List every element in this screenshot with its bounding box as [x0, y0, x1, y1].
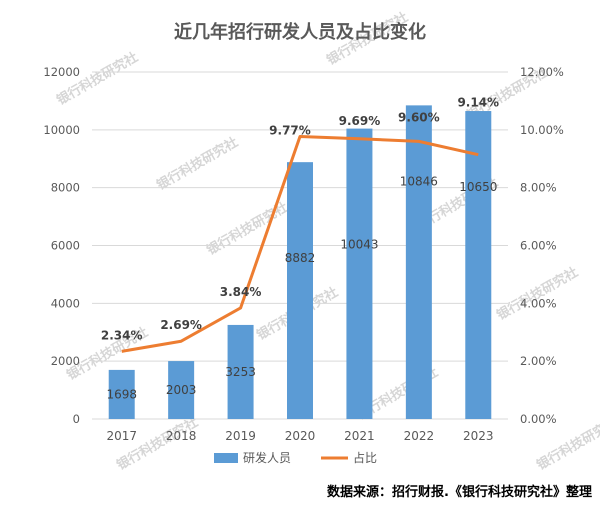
bar-2021 — [346, 128, 373, 420]
legend-line-label: 占比 — [353, 450, 377, 465]
right-axis-tick-label: 8.00% — [520, 181, 557, 195]
left-axis-tick-label: 4000 — [51, 296, 80, 310]
bar-value-label: 10650 — [459, 180, 497, 194]
bar-value-label: 10043 — [340, 238, 378, 252]
watermark-text: 银行科技研究社 — [204, 199, 291, 258]
chart-title: 近几年招行研发人员及占比变化 — [174, 21, 426, 43]
right-axis-tick-label: 6.00% — [520, 239, 557, 253]
x-axis-tick-label: 2018 — [166, 429, 197, 443]
left-axis-tick-label: 6000 — [51, 239, 80, 253]
left-axis-tick-label: 10000 — [43, 123, 80, 137]
line-value-label: 3.84% — [220, 285, 262, 299]
legend: 研发人员 占比 — [214, 450, 377, 465]
bar-value-label: 3253 — [225, 365, 256, 379]
watermark-text: 银行科技研究社 — [114, 414, 201, 473]
watermark-text: 银行科技研究社 — [154, 134, 241, 193]
bar-value-label: 8882 — [285, 251, 316, 265]
line-value-label: 9.60% — [398, 110, 440, 124]
bar-value-label: 2003 — [166, 383, 197, 397]
watermark-text: 银行科技研究社 — [494, 264, 581, 323]
left-axis-tick-label: 12000 — [43, 65, 80, 79]
legend-bar-label: 研发人员 — [243, 450, 291, 465]
bar-series — [108, 105, 492, 420]
line-value-label: 9.14% — [457, 96, 499, 110]
right-axis-tick-label: 0.00% — [520, 412, 557, 426]
bar-2022 — [405, 105, 432, 419]
source-note: 数据来源：招行财报.《银行科技研究社》整理 — [327, 484, 592, 500]
line-value-label: 2.69% — [160, 318, 202, 332]
right-axis-tick-label: 10.00% — [520, 123, 564, 137]
x-axis-tick-label: 2019 — [225, 429, 256, 443]
right-axis-tick-label: 2.00% — [520, 354, 557, 368]
bar-value-label: 1698 — [106, 387, 137, 401]
x-axis-tick-label: 2017 — [106, 429, 137, 443]
right-axis-tick-label: 4.00% — [520, 296, 557, 310]
x-axis-ticks: 2017 2018 2019 2020 2021 2022 2023 — [106, 429, 493, 443]
x-axis-tick-label: 2021 — [344, 429, 375, 443]
bar-value-label: 10846 — [400, 174, 438, 188]
bar-2023 — [465, 111, 492, 419]
bar-2020 — [287, 162, 313, 419]
line-value-labels: 2.34% 2.69% 3.84% 9.77% 9.69% 9.60% 9.14% — [101, 96, 499, 343]
legend-bar-swatch — [214, 453, 238, 463]
bar-2019 — [227, 324, 254, 419]
line-value-label: 9.69% — [339, 114, 381, 128]
x-axis-tick-label: 2023 — [463, 429, 494, 443]
right-axis-ticks: 0.00% 2.00% 4.00% 6.00% 8.00% 10.00% 12.00% — [520, 65, 564, 426]
bar-2017 — [108, 369, 135, 419]
x-axis-tick-label: 2022 — [404, 429, 435, 443]
right-axis-tick-label: 12.00% — [520, 65, 564, 79]
line-value-label: 2.34% — [101, 328, 143, 342]
bar-value-labels: 1698 2003 3253 8882 10043 10846 10650 — [106, 174, 497, 401]
bar-2018 — [168, 361, 195, 419]
left-axis-tick-label: 2000 — [51, 354, 80, 368]
x-axis-tick-label: 2020 — [285, 429, 316, 443]
line-series — [121, 134, 479, 353]
line-share — [121, 134, 479, 353]
left-axis-tick-label: 8000 — [51, 181, 80, 195]
left-axis-ticks: 0 2000 4000 6000 8000 10000 12000 — [43, 65, 80, 426]
left-axis-tick-label: 0 — [73, 412, 80, 426]
line-value-label: 9.77% — [269, 123, 311, 137]
